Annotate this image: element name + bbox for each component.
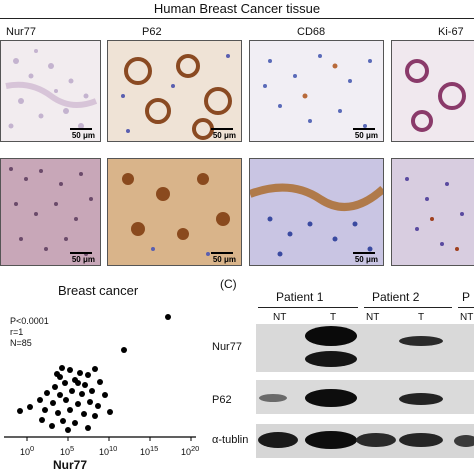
patient-rule-1 xyxy=(258,307,358,308)
blot-nur77 xyxy=(256,324,474,372)
patient-rule-2 xyxy=(364,307,452,308)
lane-label-t-2: T xyxy=(418,312,425,323)
micrograph-p62-2: 50 μm xyxy=(107,158,242,266)
tissue-image xyxy=(1,41,100,141)
micrograph-ki67-1 xyxy=(391,40,474,142)
micrograph-cd68-2: 50 μm xyxy=(249,158,384,266)
column-label-ki67: Ki-67 xyxy=(438,26,464,38)
scale-label: 50 μm xyxy=(354,131,378,140)
scatter-points xyxy=(17,314,171,433)
scale-bar xyxy=(353,252,375,254)
lane-label-nt-3: NT xyxy=(460,312,474,323)
patient-label-3: P xyxy=(462,290,471,304)
scale-label: 50 μm xyxy=(212,131,236,140)
lane-label-nt-1: NT xyxy=(273,312,287,323)
band-label-p62: P62 xyxy=(212,394,232,406)
blot-image xyxy=(256,424,474,458)
micrograph-p62-1: 50 μm xyxy=(107,40,242,142)
stat-r: r=1 xyxy=(10,327,24,337)
scale-bar xyxy=(211,252,233,254)
scale-label: 50 μm xyxy=(212,255,236,264)
micrograph-nur77-2: 50 μm xyxy=(0,158,101,266)
tissue-image xyxy=(250,41,383,141)
panel-label-c: (C) xyxy=(220,277,237,291)
blot-p62 xyxy=(256,380,474,414)
micrograph-ki67-2 xyxy=(391,158,474,266)
tissue-image xyxy=(1,159,100,265)
patient-rule-3 xyxy=(458,307,474,308)
patient-label-2: Patient 2 xyxy=(372,290,420,304)
tissue-image xyxy=(250,159,383,265)
scale-label: 50 μm xyxy=(354,255,378,264)
x-tick-label: 1015 xyxy=(140,444,159,457)
figure-title: Human Breast Cancer tissue xyxy=(153,1,321,16)
x-tick-label: 105 xyxy=(60,444,75,457)
blot-image xyxy=(256,324,474,372)
tissue-image xyxy=(392,159,474,265)
tissue-image xyxy=(108,41,241,141)
blot-image xyxy=(256,380,474,414)
title-divider xyxy=(0,18,474,19)
lane-label-t-1: T xyxy=(330,312,337,323)
x-tick-label: 100 xyxy=(20,444,35,457)
stat-p-value: P<0.0001 xyxy=(10,316,49,326)
scale-label: 50 μm xyxy=(71,131,95,140)
band-label-nur77: Nur77 xyxy=(212,341,242,353)
blot-tublin xyxy=(256,424,474,458)
scale-bar xyxy=(70,252,92,254)
scale-bar xyxy=(353,128,375,130)
scatter-title: Breast cancer xyxy=(58,283,139,298)
tissue-image xyxy=(392,41,474,141)
lane-label-nt-2: NT xyxy=(366,312,380,323)
column-label-cd68: CD68 xyxy=(297,26,326,38)
micrograph-nur77-1: 50 μm xyxy=(0,40,101,142)
patient-label-1: Patient 1 xyxy=(276,290,324,304)
column-label-p62: P62 xyxy=(142,26,162,38)
scale-bar xyxy=(211,128,233,130)
scale-bar xyxy=(70,128,92,130)
scatter-plot xyxy=(4,314,196,441)
column-label-nur77: Nur77 xyxy=(6,26,36,38)
x-axis-label: Nur77 xyxy=(53,458,88,472)
x-tick-label: 1010 xyxy=(99,444,118,457)
x-tick-label: 1020 xyxy=(181,444,200,457)
tissue-image xyxy=(108,159,241,265)
scale-label: 50 μm xyxy=(71,255,95,264)
stat-n: N=85 xyxy=(10,338,32,348)
x-ticks xyxy=(26,437,192,441)
band-label-tublin: α-tublin xyxy=(212,434,249,446)
micrograph-cd68-1: 50 μm xyxy=(249,40,384,142)
